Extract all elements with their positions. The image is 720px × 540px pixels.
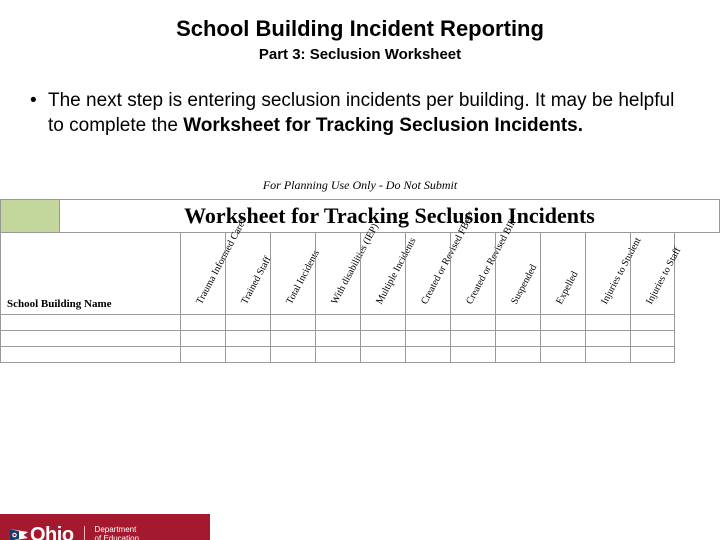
worksheet-title-row: Worksheet for Tracking Seclusion Inciden… (0, 199, 720, 233)
cell (540, 315, 585, 331)
cell (450, 331, 495, 347)
col-header: Trained Staff (225, 233, 270, 315)
table-row (0, 315, 720, 331)
cell (585, 347, 630, 363)
cell (360, 331, 405, 347)
bullet-item: • The next step is entering seclusion in… (30, 89, 690, 138)
cell (630, 347, 675, 363)
ohio-logo: Ohio (10, 524, 74, 540)
cell-building (0, 315, 150, 331)
page-title: School Building Incident Reporting (0, 16, 720, 42)
ohio-text: Ohio (30, 524, 74, 540)
col-label: Expelled (554, 270, 580, 307)
cell (180, 347, 225, 363)
dept-line2: of Education (95, 535, 139, 540)
col-building-name: School Building Name (0, 233, 150, 315)
footer: Ohio Department of Education (0, 514, 720, 540)
cell (585, 315, 630, 331)
cell (315, 331, 360, 347)
col-label: Trained Staff (239, 255, 273, 307)
cell (540, 331, 585, 347)
planning-note: For Planning Use Only - Do Not Submit (0, 178, 720, 193)
cell (450, 315, 495, 331)
col-header: Created or Revised FBA* (405, 233, 450, 315)
body-bold: Worksheet for Tracking Seclusion Inciden… (183, 115, 583, 136)
cell-gap (150, 315, 180, 331)
cell-gap (150, 331, 180, 347)
cell (315, 315, 360, 331)
col-label: Injuries to Staff (644, 246, 683, 306)
dept-text: Department of Education (84, 526, 139, 540)
col-header: Suspended (495, 233, 540, 315)
cell (405, 331, 450, 347)
table-row (0, 347, 720, 363)
cell-gap (150, 347, 180, 363)
cell-building (0, 347, 150, 363)
ohio-flag-icon (10, 528, 28, 540)
bullet-marker: • (30, 89, 48, 138)
table-row (0, 331, 720, 347)
cell (405, 347, 450, 363)
page-subtitle: Part 3: Seclusion Worksheet (0, 46, 720, 63)
cell (630, 315, 675, 331)
cell (225, 347, 270, 363)
cell (225, 331, 270, 347)
worksheet-title-leftcell (0, 199, 60, 233)
col-header: Trauma Informed Care* (180, 233, 225, 315)
cell (585, 331, 630, 347)
cell (270, 347, 315, 363)
cell (180, 331, 225, 347)
col-gap (150, 233, 180, 315)
cell (315, 347, 360, 363)
footer-brand-block: Ohio Department of Education (0, 514, 210, 540)
body-text: • The next step is entering seclusion in… (30, 89, 690, 138)
col-label: Suspended (509, 263, 539, 306)
cell (540, 347, 585, 363)
worksheet-header-row: School Building Name Trauma Informed Car… (0, 233, 720, 315)
cell (180, 315, 225, 331)
cell (405, 315, 450, 331)
cell (450, 347, 495, 363)
cell (270, 331, 315, 347)
col-header: Total Incidents (270, 233, 315, 315)
cell (495, 347, 540, 363)
col-header: With disabilities (IEP) (315, 233, 360, 315)
cell (360, 347, 405, 363)
col-header: Multiple Incidents (360, 233, 405, 315)
cell-building (0, 331, 150, 347)
cell (495, 315, 540, 331)
worksheet: For Planning Use Only - Do Not Submit Wo… (0, 178, 720, 363)
cell (225, 315, 270, 331)
cell (495, 331, 540, 347)
cell (360, 315, 405, 331)
cell (270, 315, 315, 331)
worksheet-title: Worksheet for Tracking Seclusion Inciden… (60, 199, 720, 233)
slide: School Building Incident Reporting Part … (0, 16, 720, 540)
bullet-content: The next step is entering seclusion inci… (48, 89, 690, 138)
col-header: Injuries to Student (585, 233, 630, 315)
col-header: Created or Revised BIP* (450, 233, 495, 315)
col-header: Injuries to Staff (630, 233, 675, 315)
col-header: Expelled (540, 233, 585, 315)
cell (630, 331, 675, 347)
